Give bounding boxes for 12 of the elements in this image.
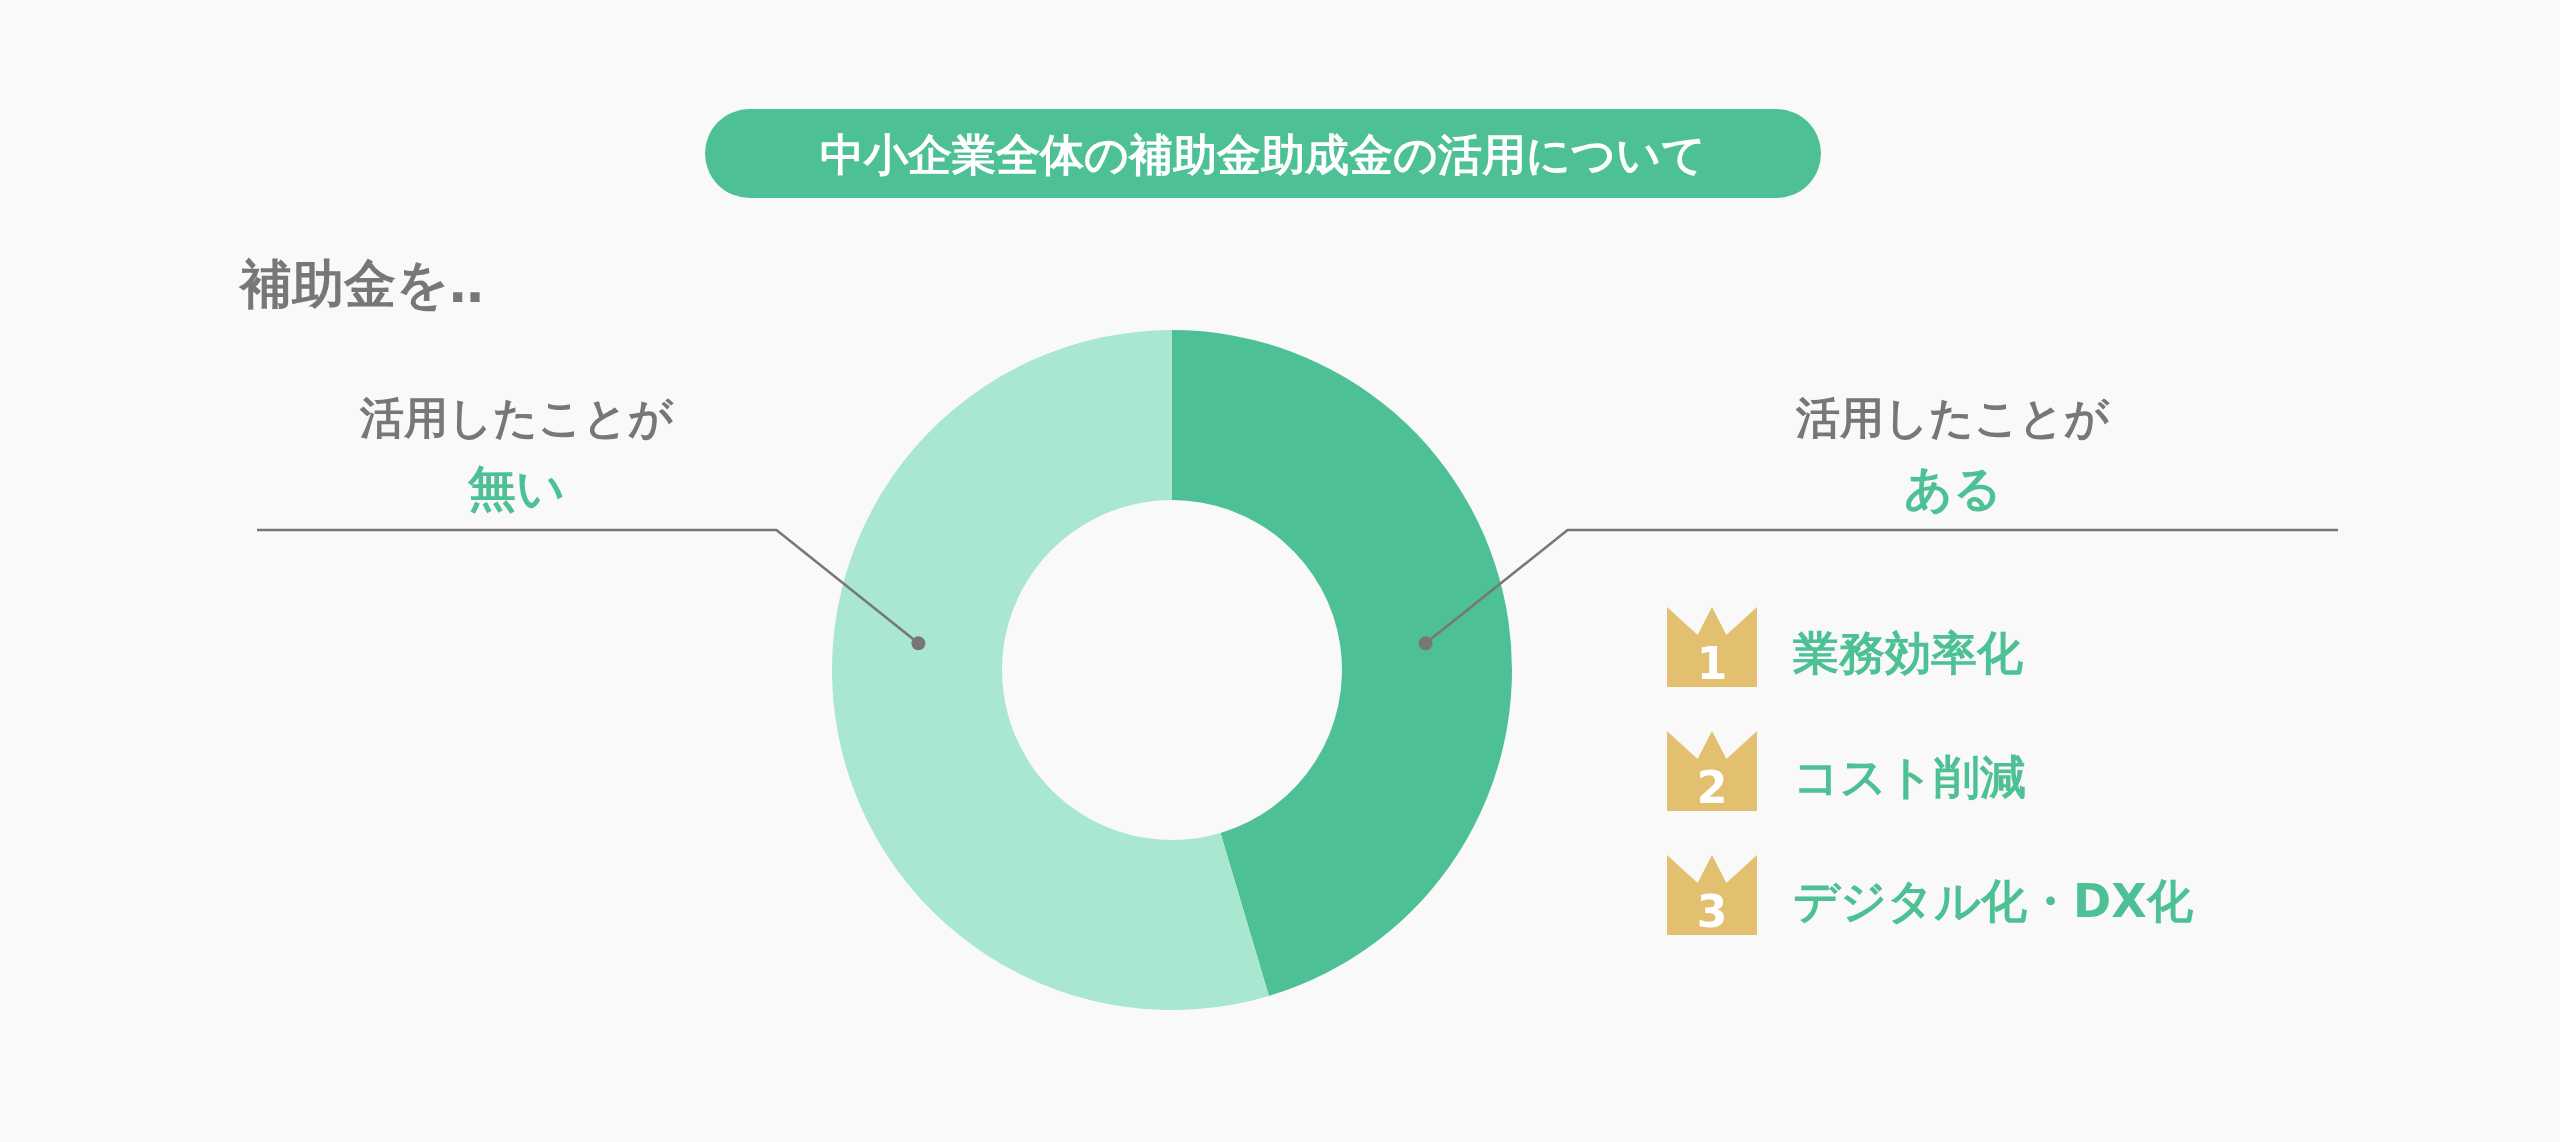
chart-subtitle: 補助金を‥ [238,254,484,314]
text: 2 [1696,762,1728,813]
donut-slice [832,330,1269,1010]
text: デジタル化・DX化 [1793,874,2194,928]
text: コスト削減 [1793,750,2026,804]
text: 業務効率化 [1792,626,2024,680]
donut-slice [1172,330,1512,996]
slice-label: 活用したことが無い [359,392,675,516]
slice-label: 活用したことがある [1795,392,2111,516]
text: 1 [1696,638,1728,689]
chart-title: 中小企業全体の補助金助成金の活用について [820,129,1706,180]
text: 3 [1696,886,1728,937]
